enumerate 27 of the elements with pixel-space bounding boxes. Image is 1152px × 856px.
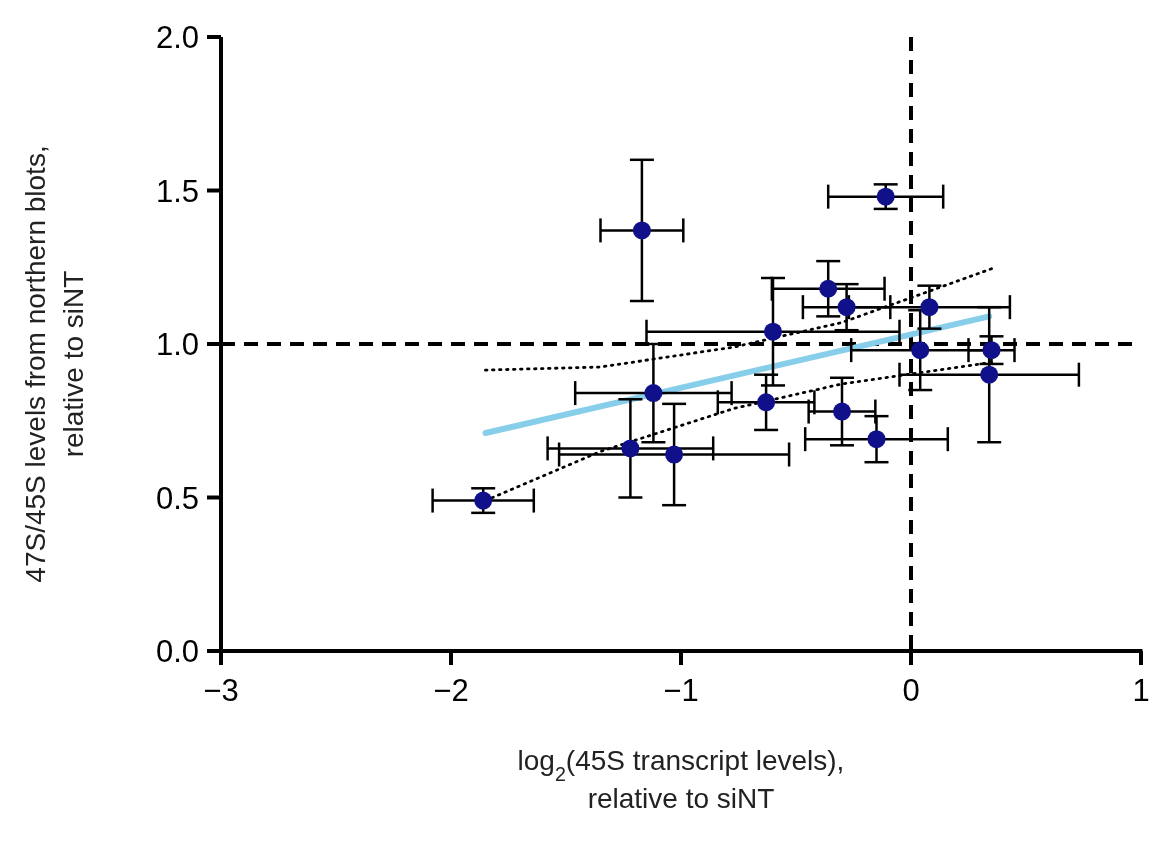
y-tick-label: 0.0 <box>155 634 199 669</box>
point <box>764 322 782 341</box>
point <box>837 298 856 317</box>
point <box>665 445 684 464</box>
x-tick-label: −1 <box>663 673 699 708</box>
x-tick-label: 0 <box>902 673 920 708</box>
x-axis-title: log$_{2}$(45S transcript levels), relative to siNT <box>517 745 845 814</box>
point <box>920 298 939 317</box>
point <box>632 221 651 240</box>
y-tick-label: 0.5 <box>155 480 199 516</box>
y-axis-title: 47S/45S levels from northern blots, relative to siNT <box>20 145 89 583</box>
x-tick-label: 1 <box>1132 673 1150 708</box>
y-tick-label: 2.0 <box>155 20 199 55</box>
point <box>867 430 886 449</box>
point <box>644 384 663 403</box>
point <box>474 491 493 510</box>
point <box>819 279 838 298</box>
point <box>621 439 640 458</box>
point <box>980 365 999 384</box>
point <box>757 393 776 412</box>
x-tick-label: −2 <box>433 673 469 708</box>
y-tick-label: 1.0 <box>155 327 199 362</box>
point <box>833 402 851 421</box>
x-tick-label: −3 <box>203 673 239 708</box>
point <box>911 341 930 360</box>
point <box>876 187 895 206</box>
y-tick-label: 1.5 <box>155 173 199 209</box>
